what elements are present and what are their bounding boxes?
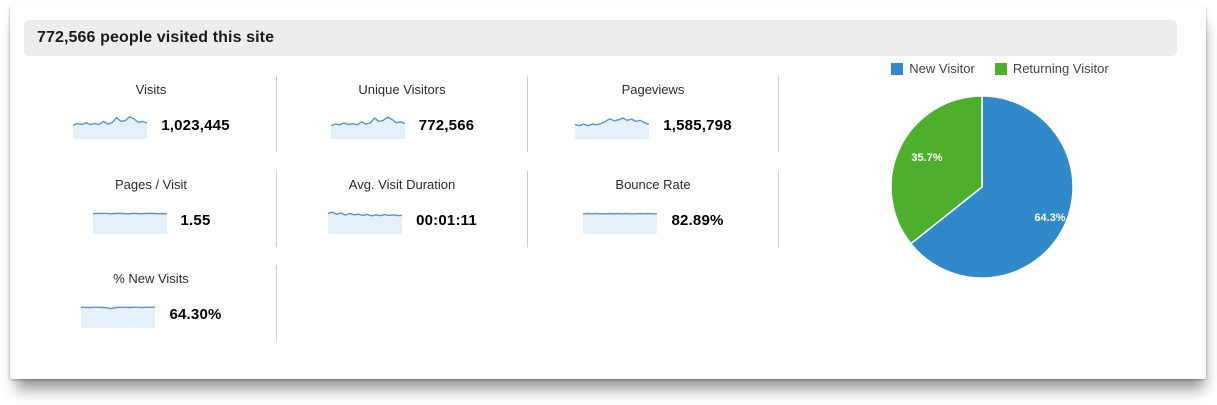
analytics-dashboard-card: 772,566 people visited this site Visits … [10,6,1206,379]
metric-value: 00:01:11 [416,211,477,229]
metric-label: Unique Visitors [358,82,446,97]
metric-value: 1,023,445 [161,116,230,134]
pie-svg [890,95,1074,279]
sparkline-chart [583,212,658,234]
metric-bounce-rate[interactable]: Bounce Rate 82.89% [528,171,779,247]
new-visitor-swatch-icon [891,62,904,75]
legend-item-returning-visitor[interactable]: Returning Visitor [994,61,1109,76]
returning-visitor-swatch-icon [994,62,1007,75]
legend-label: New Visitor [909,61,975,76]
metric-label: Pageviews [621,82,685,97]
visitor-pie-chart: 64.3% 35.7% [889,94,1075,280]
metric-label: Bounce Rate [615,177,691,192]
sparkline-chart [575,117,650,139]
legend-item-new-visitor[interactable]: New Visitor [891,61,975,76]
metric-label: Avg. Visit Duration [348,177,456,192]
pie-slice-label-returning-visitor: 35.7% [911,152,943,164]
sparkline-chart [327,211,403,234]
sparkline-chart [72,115,148,139]
pie-slice[interactable] [890,95,983,245]
metric-label: % New Visits [113,271,189,286]
metric-row-3: % New Visits 64.30% [26,265,277,341]
header-bar: 772,566 people visited this site [24,20,1177,56]
metric-value: 1,585,798 [663,116,732,134]
metric-row-2: Pages / Visit 1.55 Avg. Visit Duration 0… [26,171,779,247]
pie-legend: New Visitor Returning Visitor [800,61,1200,76]
metric-value: 82.89% [671,211,724,229]
legend-label: Returning Visitor [1012,61,1109,76]
metric-row-1: Visits 1,023,445 Unique Visitors 772,566… [26,76,779,152]
visitor-pie-section: New Visitor Returning Visitor 64.3% 35.7… [800,6,1200,379]
metric-visits[interactable]: Visits 1,023,445 [26,76,277,152]
metric-pageviews[interactable]: Pageviews 1,585,798 [528,76,779,152]
metric-avg-visit-duration[interactable]: Avg. Visit Duration 00:01:11 [277,171,528,247]
metric-label: Visits [135,82,167,97]
metric-value: 772,566 [418,116,475,134]
metric-unique-visitors[interactable]: Unique Visitors 772,566 [277,76,528,152]
sparkline-chart [81,306,156,328]
metric-pages-per-visit[interactable]: Pages / Visit 1.55 [26,171,277,247]
metric-value: 1.55 [180,211,211,229]
metric-percent-new-visits[interactable]: % New Visits 64.30% [26,265,277,341]
page-title: 772,566 people visited this site [37,29,275,46]
pie-slice[interactable] [910,95,1074,279]
pie-slice-label-new-visitor: 64.3% [1034,212,1066,224]
metric-value: 64.30% [169,305,222,323]
metric-label: Pages / Visit [114,177,188,192]
sparkline-chart [92,212,167,234]
sparkline-chart [330,116,405,139]
